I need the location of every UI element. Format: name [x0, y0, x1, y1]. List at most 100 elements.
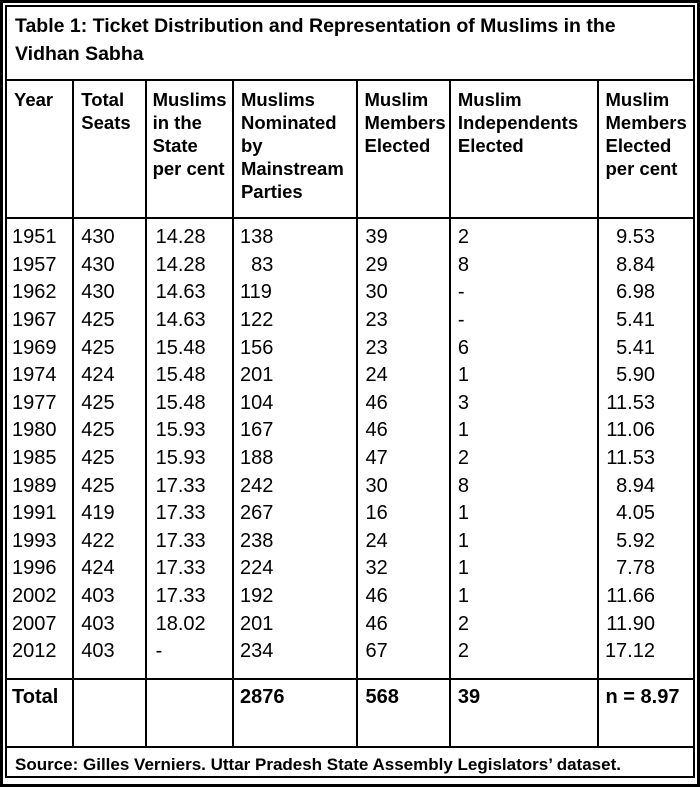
cell-nominated: 234 [231, 638, 359, 666]
table-title: Table 1: Ticket Distribution and Represe… [6, 6, 694, 81]
total-row: Total 2876 568 39 n = 8.97 [4, 678, 695, 748]
cell-total-seats: 424 [72, 362, 147, 390]
column-header-muslims-nominated: Muslims Nominated by Mainstream Parties [231, 79, 359, 219]
cell-elected-percent: 11.06 [596, 417, 695, 446]
cell-state-percent: 15.48 [144, 334, 234, 363]
cell-independents: 2 [448, 610, 599, 639]
table-row: 1969 425 15.48 156 23 6 5.41 [4, 334, 695, 363]
table-row: 1980 425 15.93 167 46 1 11.06 [4, 417, 695, 446]
cell-elected: 30 [356, 279, 451, 308]
cell-nominated: 167 [231, 417, 359, 446]
cell-elected: 67 [356, 638, 451, 666]
cell-elected-percent: 4.05 [596, 500, 695, 528]
table-row: 2007 403 18.02 201 46 2 11.90 [4, 610, 695, 639]
cell-elected: 24 [356, 362, 451, 390]
cell-state-percent: 17.33 [144, 582, 234, 611]
cell-total-seats: 425 [72, 389, 147, 418]
cell-total-seats: 425 [72, 417, 147, 446]
total-percent: n = 8.97 [596, 678, 695, 748]
cell-elected-percent: 11.53 [596, 445, 695, 473]
cell-state-percent: 14.28 [144, 251, 234, 280]
cell-total-seats: 430 [72, 251, 147, 280]
cell-independents: 1 [448, 417, 599, 446]
cell-state-percent: - [144, 638, 234, 666]
cell-independents: 1 [448, 500, 599, 528]
source-note: Source: Gilles Verniers. Uttar Pradesh S… [6, 746, 694, 777]
table-row: 1974 424 15.48 201 24 1 5.90 [4, 362, 695, 390]
table-row: 1977 425 15.48 104 46 3 11.53 [4, 389, 695, 418]
cell-state-percent: 14.63 [144, 307, 234, 335]
total-label: Total [4, 678, 75, 748]
cell-nominated: 238 [231, 527, 359, 556]
cell-elected-percent: 11.90 [596, 610, 695, 639]
cell-elected: 29 [356, 251, 451, 280]
cell-nominated: 156 [231, 334, 359, 363]
cell-nominated: 242 [231, 472, 359, 501]
cell-state-percent: 17.33 [144, 472, 234, 501]
cell-elected-percent: 11.53 [596, 389, 695, 418]
title-row: Table 1: Ticket Distribution and Represe… [6, 6, 694, 81]
cell-independents: 8 [448, 472, 599, 501]
column-header-year: Year [4, 79, 75, 219]
cell-nominated: 201 [231, 362, 359, 390]
header-row: Year Total Seats Muslims in the State pe… [4, 79, 695, 219]
total-state-percent-empty [144, 678, 234, 748]
cell-total-seats: 425 [72, 307, 147, 335]
cell-elected-percent: 11.66 [596, 582, 695, 611]
table-body: 1951 430 14.28 138 39 2 9.53 1957 430 14.28 83 29 8… [4, 218, 695, 666]
cell-year: 1991 [4, 500, 75, 528]
table-row: 1967 425 14.63 122 23-5.41 [4, 307, 695, 335]
cell-state-percent: 14.63 [144, 279, 234, 308]
cell-state-percent: 17.33 [144, 500, 234, 528]
cell-elected-percent: 9.53 [596, 218, 695, 252]
column-header-members-elected: Muslim Members Elected [356, 79, 451, 219]
total-elected: 568 [356, 678, 451, 748]
cell-independents: 1 [448, 555, 599, 583]
muslim-representation-table: Table 1: Ticket Distribution and Represe… [4, 5, 695, 778]
table-row: 1993 422 17.33 238 24 1 5.92 [4, 527, 695, 556]
cell-total-seats: 424 [72, 555, 147, 583]
cell-elected: 23 [356, 307, 451, 335]
table-row: 1957 430 14.28 83 29 8 8.84 [4, 251, 695, 280]
column-header-independents-elected: Muslim Independents Elected [448, 79, 599, 219]
cell-elected: 23 [356, 334, 451, 363]
cell-nominated: 83 [231, 251, 359, 280]
cell-state-percent: 17.33 [144, 555, 234, 583]
table-row: 1996 424 17.33 224 32 1 7.78 [4, 555, 695, 583]
cell-year: 2002 [4, 582, 75, 611]
cell-nominated: 267 [231, 500, 359, 528]
cell-total-seats: 403 [72, 610, 147, 639]
cell-nominated: 201 [231, 610, 359, 639]
cell-elected: 24 [356, 527, 451, 556]
cell-state-percent: 14.28 [144, 218, 234, 252]
cell-independents: 3 [448, 389, 599, 418]
cell-elected-percent: 5.92 [596, 527, 695, 556]
cell-elected-percent: 5.90 [596, 362, 695, 390]
cell-elected-percent: 17.12 [596, 638, 695, 666]
cell-independents: - [448, 307, 599, 335]
cell-independents: 1 [448, 582, 599, 611]
cell-state-percent: 18.02 [144, 610, 234, 639]
cell-total-seats: 419 [72, 500, 147, 528]
cell-elected: 30 [356, 472, 451, 501]
table-row: 2012 403-234 67 2 17.12 [4, 638, 695, 666]
cell-elected-percent: 5.41 [596, 334, 695, 363]
table-row: 1951 430 14.28 138 39 2 9.53 [4, 218, 695, 252]
cell-elected-percent: 8.84 [596, 251, 695, 280]
cell-total-seats: 430 [72, 279, 147, 308]
total-independents: 39 [448, 678, 599, 748]
cell-year: 1985 [4, 445, 75, 473]
cell-independents: 2 [448, 445, 599, 473]
table-row: 1985 425 15.93 188 47 2 11.53 [4, 445, 695, 473]
cell-independents: 2 [448, 638, 599, 666]
cell-year: 2012 [4, 638, 75, 666]
cell-year: 1967 [4, 307, 75, 335]
cell-elected: 46 [356, 417, 451, 446]
table-row: 2002 403 17.33 192 46 1 11.66 [4, 582, 695, 611]
cell-elected-percent: 7.78 [596, 555, 695, 583]
cell-total-seats: 422 [72, 527, 147, 556]
cell-year: 1951 [4, 218, 75, 252]
cell-elected: 32 [356, 555, 451, 583]
cell-year: 2007 [4, 610, 75, 639]
